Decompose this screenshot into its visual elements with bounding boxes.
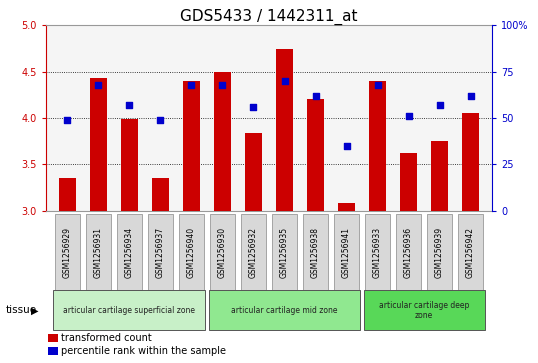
Bar — [121, 119, 138, 211]
Text: GSM1256929: GSM1256929 — [63, 227, 72, 278]
Point — [311, 93, 320, 99]
Point — [342, 143, 351, 149]
Text: percentile rank within the sample: percentile rank within the sample — [61, 346, 226, 356]
Text: GSM1256939: GSM1256939 — [435, 227, 444, 278]
Bar — [245, 133, 262, 211]
Point — [156, 117, 165, 123]
Text: GSM1256938: GSM1256938 — [311, 227, 320, 278]
Point — [280, 78, 289, 84]
Text: GSM1256940: GSM1256940 — [187, 227, 196, 278]
Point — [404, 113, 413, 119]
Bar — [307, 99, 324, 211]
Text: GSM1256936: GSM1256936 — [404, 227, 413, 278]
Text: articular cartilage deep
zone: articular cartilage deep zone — [379, 301, 469, 320]
Bar — [338, 203, 355, 211]
Point — [249, 104, 258, 110]
Point — [63, 117, 72, 123]
Text: GSM1256934: GSM1256934 — [125, 227, 134, 278]
Bar — [431, 141, 448, 211]
Text: GSM1256937: GSM1256937 — [156, 227, 165, 278]
Text: GSM1256935: GSM1256935 — [280, 227, 289, 278]
Text: GSM1256932: GSM1256932 — [249, 227, 258, 278]
Text: articular cartilage superficial zone: articular cartilage superficial zone — [63, 306, 195, 315]
Bar — [59, 178, 76, 211]
Bar — [276, 49, 293, 211]
Point — [435, 102, 444, 108]
Text: GDS5433 / 1442311_at: GDS5433 / 1442311_at — [180, 9, 358, 25]
Point — [94, 82, 103, 87]
Text: GSM1256930: GSM1256930 — [218, 227, 227, 278]
Text: GSM1256942: GSM1256942 — [466, 227, 475, 278]
Point — [466, 93, 475, 99]
Point — [373, 82, 382, 87]
Text: GSM1256941: GSM1256941 — [342, 227, 351, 278]
Text: GSM1256933: GSM1256933 — [373, 227, 382, 278]
Text: ▶: ▶ — [31, 305, 38, 315]
Bar — [400, 153, 417, 211]
Point — [218, 82, 227, 87]
Text: GSM1256931: GSM1256931 — [94, 227, 103, 278]
Bar — [90, 78, 107, 211]
Text: articular cartilage mid zone: articular cartilage mid zone — [231, 306, 338, 315]
Point — [187, 82, 196, 87]
Bar — [183, 81, 200, 211]
Bar — [369, 81, 386, 211]
Bar — [152, 178, 169, 211]
Bar — [462, 113, 479, 211]
Text: transformed count: transformed count — [61, 333, 152, 343]
Text: tissue: tissue — [5, 305, 37, 315]
Bar — [214, 72, 231, 211]
Point — [125, 102, 134, 108]
